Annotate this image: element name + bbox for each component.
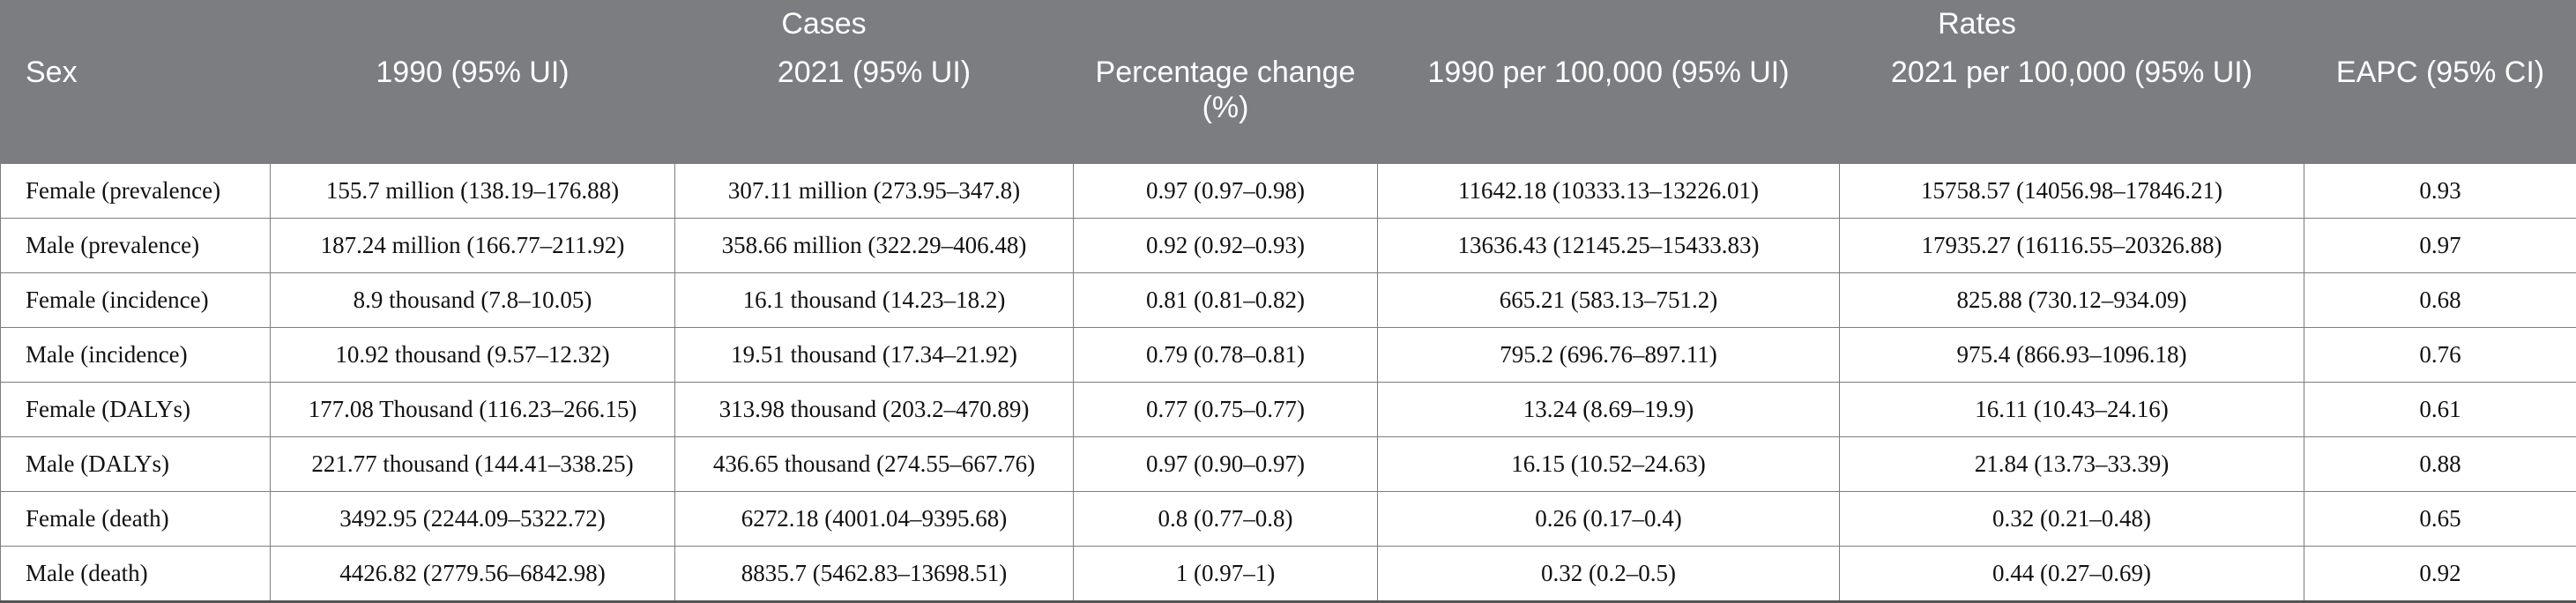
rate-1990-cell: 665.21 (583.13–751.2) <box>1378 273 1840 328</box>
rate-2021-cell: 975.4 (866.93–1096.18) <box>1840 328 2304 383</box>
rates-group-header: Rates <box>1378 1 2576 48</box>
cases-1990-cell: 177.08 Thousand (116.23–266.15) <box>271 383 675 437</box>
table-body: Female (prevalence)155.7 million (138.19… <box>1 164 2576 602</box>
rate-1990-cell: 11642.18 (10333.13–13226.01) <box>1378 164 1840 219</box>
sex-cell: Male (incidence) <box>1 328 271 383</box>
eapc-cell: 0.88 <box>2304 437 2576 492</box>
cases-1990-cell: 10.92 thousand (9.57–12.32) <box>271 328 675 383</box>
rate-1990-cell: 795.2 (696.76–897.11) <box>1378 328 1840 383</box>
blank-header-cell <box>1 1 271 48</box>
rate-1990-cell: 0.26 (0.17–0.4) <box>1378 492 1840 547</box>
rate-1990-column-header: 1990 per 100,000 (95% UI) <box>1378 48 1840 164</box>
sex-cell: Female (incidence) <box>1 273 271 328</box>
percentage-change-cell: 0.81 (0.81–0.82) <box>1074 273 1378 328</box>
cases-1990-cell: 4426.82 (2779.56–6842.98) <box>271 547 675 602</box>
cases-1990-cell: 221.77 thousand (144.41–338.25) <box>271 437 675 492</box>
sex-cell: Male (DALYs) <box>1 437 271 492</box>
table-row: Male (DALYs)221.77 thousand (144.41–338.… <box>1 437 2576 492</box>
rate-1990-cell: 16.15 (10.52–24.63) <box>1378 437 1840 492</box>
column-header-row: Sex 1990 (95% UI) 2021 (95% UI) Percenta… <box>1 48 2576 164</box>
percentage-change-cell: 1 (0.97–1) <box>1074 547 1378 602</box>
percentage-change-cell: 0.97 (0.90–0.97) <box>1074 437 1378 492</box>
cases-2021-cell: 313.98 thousand (203.2–470.89) <box>675 383 1074 437</box>
sex-cell: Female (DALYs) <box>1 383 271 437</box>
cases-1990-cell: 155.7 million (138.19–176.88) <box>271 164 675 219</box>
eapc-cell: 0.61 <box>2304 383 2576 437</box>
cases-group-header: Cases <box>271 1 1378 48</box>
table-row: Female (death)3492.95 (2244.09–5322.72)6… <box>1 492 2576 547</box>
rate-2021-cell: 0.32 (0.21–0.48) <box>1840 492 2304 547</box>
rate-2021-column-header: 2021 per 100,000 (95% UI) <box>1840 48 2304 164</box>
column-group-header-row: Cases Rates <box>1 1 2576 48</box>
eapc-cell: 0.97 <box>2304 219 2576 273</box>
rate-1990-cell: 13.24 (8.69–19.9) <box>1378 383 1840 437</box>
cases-2021-cell: 358.66 million (322.29–406.48) <box>675 219 1074 273</box>
cases-1990-cell: 187.24 million (166.77–211.92) <box>271 219 675 273</box>
rate-1990-cell: 0.32 (0.2–0.5) <box>1378 547 1840 602</box>
table-row: Female (incidence)8.9 thousand (7.8–10.0… <box>1 273 2576 328</box>
cases-2021-cell: 16.1 thousand (14.23–18.2) <box>675 273 1074 328</box>
percentage-change-column-header: Percentage change (%) <box>1074 48 1378 164</box>
cases-2021-column-header: 2021 (95% UI) <box>675 48 1074 164</box>
table-row: Male (prevalence)187.24 million (166.77–… <box>1 219 2576 273</box>
rate-2021-cell: 825.88 (730.12–934.09) <box>1840 273 2304 328</box>
eapc-cell: 0.93 <box>2304 164 2576 219</box>
eapc-cell: 0.76 <box>2304 328 2576 383</box>
rate-2021-cell: 16.11 (10.43–24.16) <box>1840 383 2304 437</box>
rate-2021-cell: 15758.57 (14056.98–17846.21) <box>1840 164 2304 219</box>
table-row: Male (death)4426.82 (2779.56–6842.98)883… <box>1 547 2576 602</box>
cases-2021-cell: 8835.7 (5462.83–13698.51) <box>675 547 1074 602</box>
table-row: Female (prevalence)155.7 million (138.19… <box>1 164 2576 219</box>
eapc-cell: 0.92 <box>2304 547 2576 602</box>
table-row: Female (DALYs)177.08 Thousand (116.23–26… <box>1 383 2576 437</box>
eapc-column-header: EAPC (95% CI) <box>2304 48 2576 164</box>
sex-column-header: Sex <box>1 48 271 164</box>
rate-1990-cell: 13636.43 (12145.25–15433.83) <box>1378 219 1840 273</box>
percentage-change-cell: 0.77 (0.75–0.77) <box>1074 383 1378 437</box>
cases-1990-column-header: 1990 (95% UI) <box>271 48 675 164</box>
cases-1990-cell: 3492.95 (2244.09–5322.72) <box>271 492 675 547</box>
sex-cell: Female (death) <box>1 492 271 547</box>
cases-2021-cell: 6272.18 (4001.04–9395.68) <box>675 492 1074 547</box>
percentage-change-cell: 0.79 (0.78–0.81) <box>1074 328 1378 383</box>
cases-1990-cell: 8.9 thousand (7.8–10.05) <box>271 273 675 328</box>
percentage-change-cell: 0.97 (0.97–0.98) <box>1074 164 1378 219</box>
cases-2021-cell: 436.65 thousand (274.55–667.76) <box>675 437 1074 492</box>
percentage-change-cell: 0.8 (0.77–0.8) <box>1074 492 1378 547</box>
eapc-cell: 0.68 <box>2304 273 2576 328</box>
cases-2021-cell: 307.11 million (273.95–347.8) <box>675 164 1074 219</box>
eapc-cell: 0.65 <box>2304 492 2576 547</box>
table-row: Male (incidence)10.92 thousand (9.57–12.… <box>1 328 2576 383</box>
sex-cell: Male (prevalence) <box>1 219 271 273</box>
percentage-change-cell: 0.92 (0.92–0.93) <box>1074 219 1378 273</box>
cases-2021-cell: 19.51 thousand (17.34–21.92) <box>675 328 1074 383</box>
sex-cell: Female (prevalence) <box>1 164 271 219</box>
sex-cell: Male (death) <box>1 547 271 602</box>
rate-2021-cell: 0.44 (0.27–0.69) <box>1840 547 2304 602</box>
rate-2021-cell: 17935.27 (16116.55–20326.88) <box>1840 219 2304 273</box>
rate-2021-cell: 21.84 (13.73–33.39) <box>1840 437 2304 492</box>
